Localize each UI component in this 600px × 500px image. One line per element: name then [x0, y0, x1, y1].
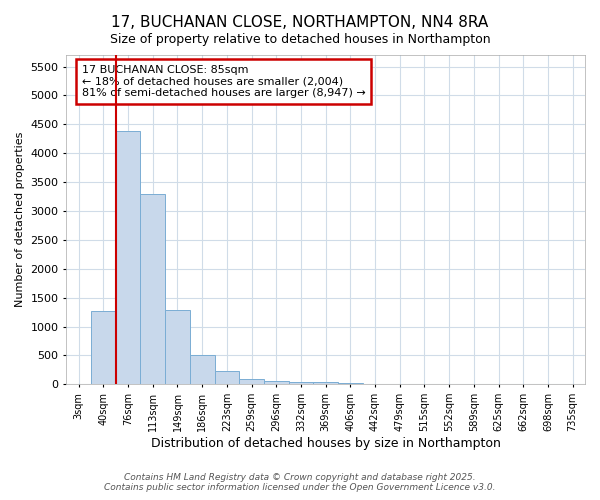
- Bar: [140, 194, 165, 384]
- Bar: [289, 382, 313, 384]
- Bar: [116, 132, 140, 384]
- X-axis label: Distribution of detached houses by size in Northampton: Distribution of detached houses by size …: [151, 437, 500, 450]
- Bar: [165, 310, 190, 384]
- Bar: [215, 371, 239, 384]
- Bar: [313, 382, 338, 384]
- Text: 17, BUCHANAN CLOSE, NORTHAMPTON, NN4 8RA: 17, BUCHANAN CLOSE, NORTHAMPTON, NN4 8RA: [112, 15, 488, 30]
- Bar: [264, 382, 289, 384]
- Bar: [338, 382, 363, 384]
- Bar: [190, 356, 215, 384]
- Bar: [239, 379, 264, 384]
- Y-axis label: Number of detached properties: Number of detached properties: [15, 132, 25, 308]
- Bar: [91, 311, 116, 384]
- Text: Contains HM Land Registry data © Crown copyright and database right 2025.
Contai: Contains HM Land Registry data © Crown c…: [104, 473, 496, 492]
- Text: 17 BUCHANAN CLOSE: 85sqm
← 18% of detached houses are smaller (2,004)
81% of sem: 17 BUCHANAN CLOSE: 85sqm ← 18% of detach…: [82, 65, 365, 98]
- Text: Size of property relative to detached houses in Northampton: Size of property relative to detached ho…: [110, 32, 490, 46]
